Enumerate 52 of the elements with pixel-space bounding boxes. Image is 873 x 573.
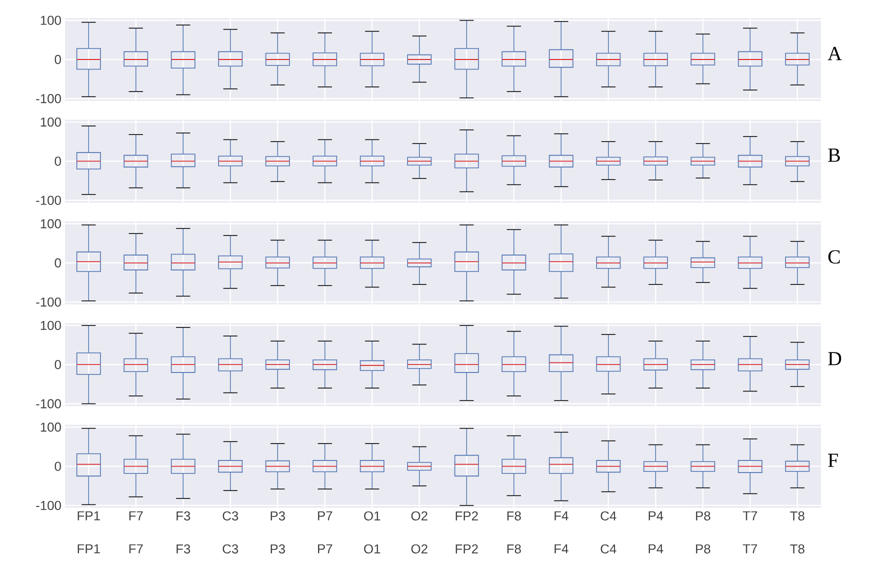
x-tick-label: P4 <box>648 511 664 520</box>
y-tick-label: -100 <box>36 196 61 205</box>
x-tick-label: P8 <box>696 511 710 520</box>
y-tick-label: -100 <box>36 297 61 307</box>
y-tick-label: -100 <box>36 500 61 510</box>
text: P3 <box>270 544 285 554</box>
x-tick-label: F7 <box>129 511 143 520</box>
text: FP1 <box>78 544 100 554</box>
text: C4 <box>600 544 616 554</box>
x-tick-label: FP2 <box>456 511 478 520</box>
text: P4 <box>648 544 664 554</box>
text: F8 <box>507 544 521 554</box>
text: FP2 <box>456 544 478 554</box>
x-tick-label: F3 <box>176 511 190 520</box>
text: D <box>828 352 842 366</box>
y-tick-label: 0 <box>54 258 61 268</box>
y-tick-label: -100 <box>36 94 61 104</box>
y-tick-label: 0 <box>54 156 61 166</box>
y-tick-label: 100 <box>40 117 61 127</box>
text: C3 <box>222 544 238 554</box>
text: A <box>828 46 842 60</box>
text: F4 <box>554 544 568 554</box>
x-tick-label: C4 <box>600 511 616 520</box>
text: O1 <box>364 544 380 554</box>
x-tick-label: FP1 <box>78 511 100 520</box>
text: F3 <box>176 544 190 554</box>
y-tick-label: 0 <box>54 462 61 471</box>
y-tick-label: 100 <box>40 16 61 25</box>
text: P8 <box>696 544 710 554</box>
y-tick-label: 100 <box>40 422 61 432</box>
y-tick-label: 0 <box>54 54 61 64</box>
x-tick-label: C3 <box>222 511 238 520</box>
text: C <box>828 250 840 264</box>
text: F <box>828 454 838 467</box>
x-tick-label: P3 <box>270 511 285 520</box>
x-tick-label: T7 <box>742 511 758 520</box>
text: F7 <box>129 544 143 554</box>
y-tick-label: 100 <box>40 320 61 330</box>
text: O2 <box>411 544 428 554</box>
x-tick-label: O1 <box>364 511 380 520</box>
text: B <box>828 148 840 162</box>
x-tick-label: F8 <box>507 511 521 520</box>
x-tick-label: P7 <box>318 511 332 520</box>
x-tick-label: F4 <box>554 511 568 520</box>
text: T8 <box>790 544 804 554</box>
x-tick-label: T8 <box>790 511 804 520</box>
text: P7 <box>318 544 332 554</box>
y-tick-label: 100 <box>40 219 61 228</box>
text: T7 <box>742 544 758 554</box>
y-tick-label: 0 <box>54 360 61 370</box>
x-tick-label: O2 <box>411 511 428 520</box>
y-tick-label: -100 <box>36 399 61 408</box>
